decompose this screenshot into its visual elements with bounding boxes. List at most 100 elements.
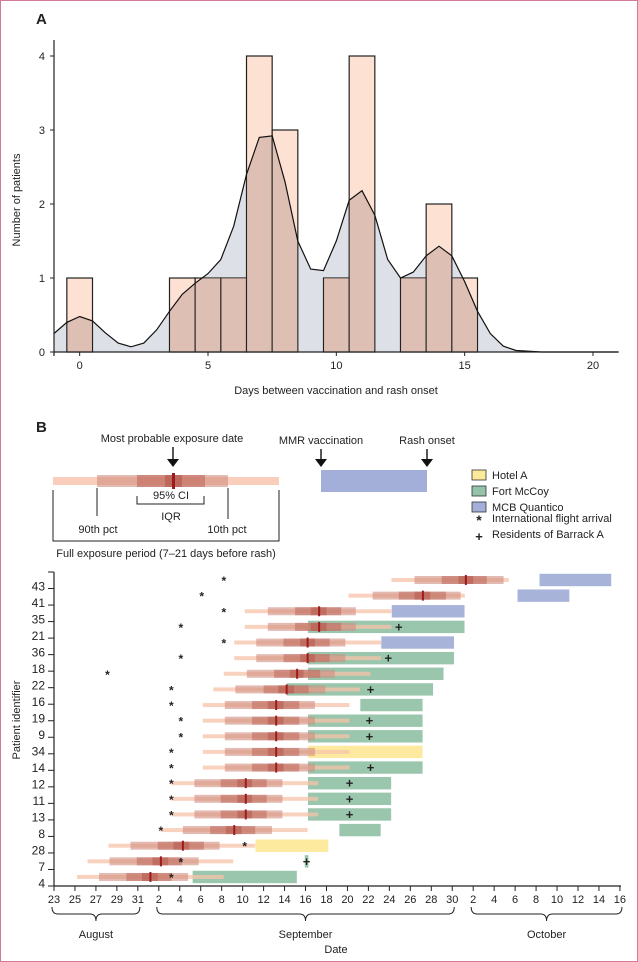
median-mark [318,621,321,632]
patient-row: * + [178,619,466,635]
y-tick-label: 36 [32,645,46,659]
plus-icon: + [367,760,375,775]
month-brace [51,906,141,922]
patient-row: * + [178,729,424,744]
star-icon: * [169,683,174,697]
legend-rash-label: Rash onset [399,435,455,447]
patient-row: * + [87,854,311,869]
y-tick-label: 34 [32,745,46,759]
legend-swatch [471,501,487,513]
patient-row: * + [178,713,424,729]
x-tick-label: 20 [587,360,599,372]
patient-row: * [221,604,466,619]
legend-median-mark [172,473,175,489]
star-icon: * [169,808,174,822]
star-icon: * [178,621,183,635]
plus-icon: + [475,529,483,544]
x-tick-label: 12 [572,894,584,906]
x-tick-label: 30 [446,894,458,906]
patient-row: * + [169,791,392,807]
location-bar [380,635,455,650]
month-label: October [527,929,566,941]
star-icon: * [476,512,482,528]
patient-row: * [77,870,298,885]
star-icon: * [221,605,226,619]
x-tick-label: 12 [257,894,269,906]
star-icon: * [169,746,174,760]
median-mark [181,840,184,851]
plus-icon: + [303,854,311,869]
median-mark [149,871,152,882]
median-mark [421,590,424,601]
x-tick-label: 4 [177,894,183,906]
y-tick-label: 41 [32,596,46,610]
median-mark [285,684,288,695]
x-tick-label: 14 [278,894,290,906]
location-bar [516,588,570,603]
y-tick-label: 12 [32,778,46,792]
y-tick-label: 16 [32,695,46,709]
ci-bar [237,779,253,788]
location-bar [254,838,329,853]
median-mark [275,731,278,742]
x-tick-label: 22 [362,894,374,906]
y-tick-label: 21 [32,629,46,643]
star-icon: * [242,840,247,854]
y-tick-label: 1 [39,273,45,285]
plus-icon: + [385,651,393,666]
legend-swatch [471,469,487,481]
y-tick-label: 3 [39,125,45,137]
panel-b: B Most probable exposure date 95% CI IQR 90t… [11,419,626,956]
x-tick-label: 8 [533,894,539,906]
ci-bar [173,841,190,850]
y-axis-title: Number of patients [11,153,23,246]
patient-row: * [169,698,424,713]
median-mark [306,637,309,648]
median-mark [275,715,278,726]
plus-icon: + [346,776,354,791]
down-arrow-icon [167,459,179,467]
y-tick-label: 13 [32,811,46,825]
star-icon: * [221,574,226,588]
y-tick-label: 28 [32,844,46,858]
plus-icon: + [395,619,403,634]
x-tick-label: 14 [593,894,605,906]
y-tick-label: 11 [33,794,46,808]
star-icon: * [105,668,110,682]
x-tick-label: 26 [404,894,416,906]
down-arrow-icon [315,459,327,467]
month-label: August [79,929,113,941]
legend-mmr-label: MMR vaccination [279,435,363,447]
patient-row: * [105,666,445,682]
x-tick-label: 10 [330,360,342,372]
legend-ci-label: 95% CI [153,490,189,502]
median-mark [159,856,162,867]
legend-p90-label: 90th pct [78,524,117,536]
month-label: September [279,929,333,941]
x-axis-title: Days between vaccination and rash onset [234,385,438,397]
ci-bar [237,810,253,819]
y-tick-label: 22 [32,678,46,692]
x-tick-label: 18 [320,894,332,906]
patient-row: * [221,635,455,651]
y-tick-label: 14 [32,761,46,775]
x-tick-label: 6 [512,894,518,906]
star-icon: * [178,652,183,666]
x-tick-label: 8 [219,894,225,906]
density-curve [53,135,619,353]
median-mark [244,793,247,804]
y-tick-label: 9 [38,728,45,742]
x-tick-label: 4 [491,894,497,906]
x-tick-label: 16 [299,894,311,906]
location-bar [538,573,612,587]
y-tick-label: 7 [38,860,45,874]
x-tick-label: 16 [614,894,626,906]
y-tick-label: 35 [32,612,46,626]
star-icon: * [178,715,183,729]
star-icon: * [178,855,183,869]
y-tick-label: 8 [38,827,45,841]
month-brace [156,906,455,922]
plus-icon: + [366,713,374,728]
x-tick-label: 24 [383,894,395,906]
